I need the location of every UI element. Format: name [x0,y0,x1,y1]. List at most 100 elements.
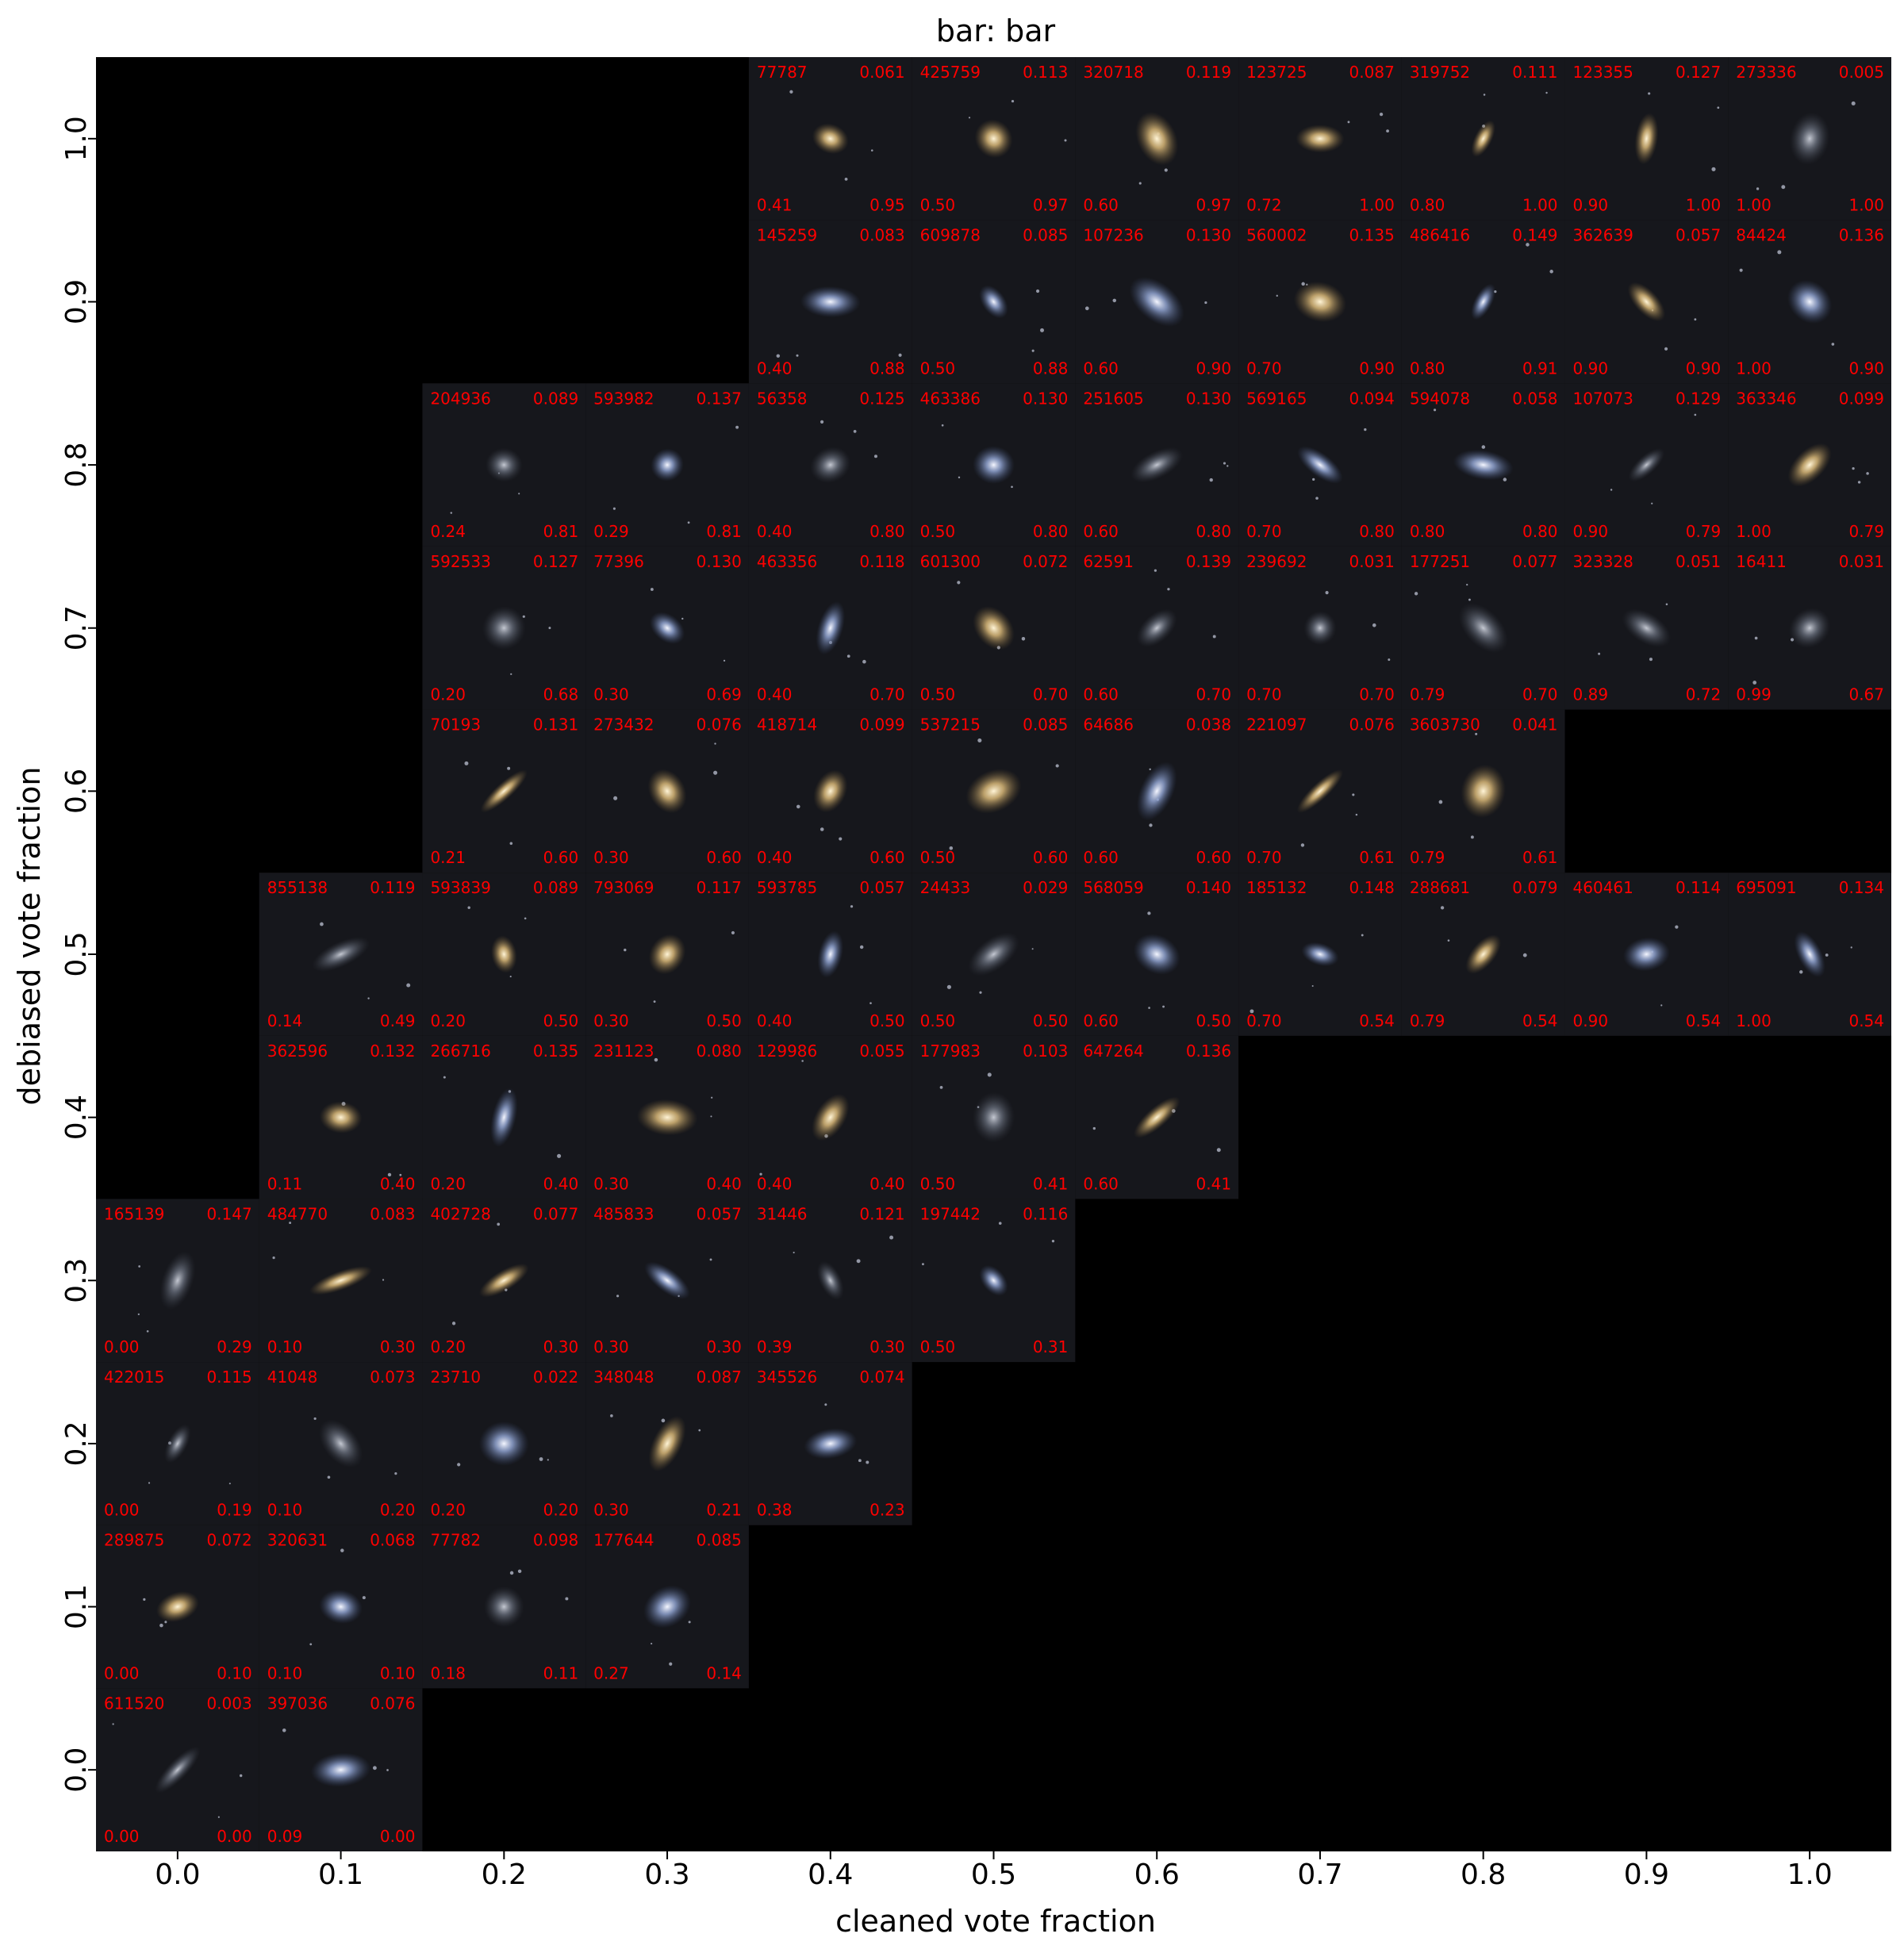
galaxy [485,447,523,482]
galaxy [979,1264,1008,1296]
tile-debiased-fraction: 1.00 [1848,196,1884,215]
tile-cleaned-fraction: 0.10 [267,1663,303,1682]
galaxy-tile: 288681 0.079 0.79 0.54 [1401,873,1565,1036]
galaxy [1129,277,1184,327]
tile-debiased-fraction: 0.49 [380,1011,416,1030]
field-star [998,1222,1002,1225]
tile-cleaned-fraction: 0.30 [593,1011,629,1030]
field-star [898,353,902,357]
galaxy [318,1419,363,1468]
field-star [509,976,512,978]
tile-debiased-fraction: 0.11 [543,1663,579,1682]
tile-value-top-right: 0.087 [697,1368,742,1387]
galaxy-tile: 460461 0.114 0.90 0.54 [1564,873,1729,1036]
galaxy [812,1094,850,1141]
tile-id: 320631 [267,1531,328,1550]
field-star [1162,1005,1165,1008]
tile-value-top-right: 0.127 [533,552,578,571]
galaxy-tile: 320631 0.068 0.10 0.10 [259,1525,423,1689]
field-star [1549,270,1553,274]
field-star [759,1172,762,1176]
field-star [1355,813,1358,816]
field-star [1481,445,1486,449]
galaxy-tile: 24433 0.029 0.50 0.50 [912,873,1076,1036]
galaxy-tile: 348048 0.087 0.30 0.21 [585,1362,749,1525]
galaxy [800,286,861,318]
tile-id: 323328 [1573,552,1633,571]
galaxy-tile: 56358 0.125 0.40 0.80 [748,383,912,547]
tile-cleaned-fraction: 0.90 [1573,522,1609,541]
field-star [386,1769,389,1771]
galaxy-tile: 593982 0.137 0.29 0.81 [585,383,749,547]
galaxy [1461,764,1506,818]
tile-debiased-fraction: 0.68 [543,685,579,704]
tile-value-top-right: 0.003 [206,1694,251,1713]
tile-cleaned-fraction: 0.40 [757,848,793,867]
field-star [1092,1126,1096,1130]
tile-cleaned-fraction: 0.80 [1410,522,1445,541]
field-star [723,659,726,662]
tile-debiased-fraction: 0.79 [1848,522,1884,541]
tile-cleaned-fraction: 0.99 [1736,685,1772,704]
tile-cleaned-fraction: 0.70 [1246,1011,1282,1030]
tile-value-top-right: 0.139 [1186,552,1231,571]
tile-value-top-right: 0.094 [1349,389,1395,408]
galaxy [973,606,1015,650]
y-tick-label: 0.3 [60,1258,93,1303]
galaxy-tile: 601300 0.072 0.50 0.70 [912,546,1076,710]
tile-cleaned-fraction: 0.18 [430,1663,466,1682]
field-star [1347,121,1350,124]
field-star [112,1723,114,1725]
tile-id: 463356 [757,552,817,571]
tile-debiased-fraction: 0.97 [1196,196,1232,215]
galaxy-tile: 41048 0.073 0.10 0.20 [259,1362,423,1525]
tile-cleaned-fraction: 0.50 [920,848,956,867]
galaxy [319,1589,363,1625]
tile-id: 402728 [430,1204,490,1223]
galaxy-tile: 204936 0.089 0.24 0.81 [422,383,586,547]
galaxy [804,1428,858,1460]
field-star [1610,489,1613,491]
galaxy [1303,611,1337,646]
tile-cleaned-fraction: 0.70 [1246,522,1282,541]
tile-value-top-right: 0.085 [1023,226,1068,245]
field-star [853,429,857,433]
field-star [406,983,411,988]
field-star [714,742,716,745]
tile-value-top-right: 0.130 [1186,226,1231,245]
tile-value-top-right: 0.031 [1349,552,1395,571]
tile-cleaned-fraction: 0.00 [104,1827,140,1846]
tile-id: 320718 [1083,63,1143,82]
field-star [1825,953,1829,957]
tile-debiased-fraction: 0.90 [1196,359,1232,378]
field-star [217,1816,220,1818]
field-star [1011,485,1013,489]
field-star [464,761,469,765]
tile-debiased-fraction: 0.21 [706,1501,742,1520]
galaxy-tile: 611520 0.003 0.00 0.00 [96,1688,259,1851]
tile-cleaned-fraction: 0.21 [430,848,466,867]
field-star [510,673,512,675]
galaxy [1135,112,1179,166]
galaxy-tile: 197442 0.116 0.50 0.31 [912,1199,1076,1363]
field-star [1675,925,1679,929]
galaxy [816,601,846,655]
tile-id: 239692 [1246,552,1307,571]
field-star [1011,99,1015,103]
field-star [651,1643,653,1645]
field-star [820,827,824,831]
galaxy [1622,608,1672,647]
galaxy-tile: 145259 0.083 0.40 0.88 [748,220,912,384]
galaxy [482,606,526,650]
tile-id: 289875 [104,1531,164,1550]
tile-debiased-fraction: 0.20 [543,1501,579,1520]
tile-cleaned-fraction: 0.11 [267,1174,303,1193]
tile-debiased-fraction: 0.60 [706,848,742,867]
tile-cleaned-fraction: 0.79 [1410,848,1445,867]
tile-cleaned-fraction: 0.60 [1083,1011,1119,1030]
y-axis: 0.0 0.1 0.2 0.3 0.4 0.5 0.6 0.7 0.8 0.9 1.0 [60,116,96,1793]
tile-debiased-fraction: 0.50 [543,1011,579,1030]
galaxy [648,1415,686,1471]
field-star [1664,347,1668,351]
